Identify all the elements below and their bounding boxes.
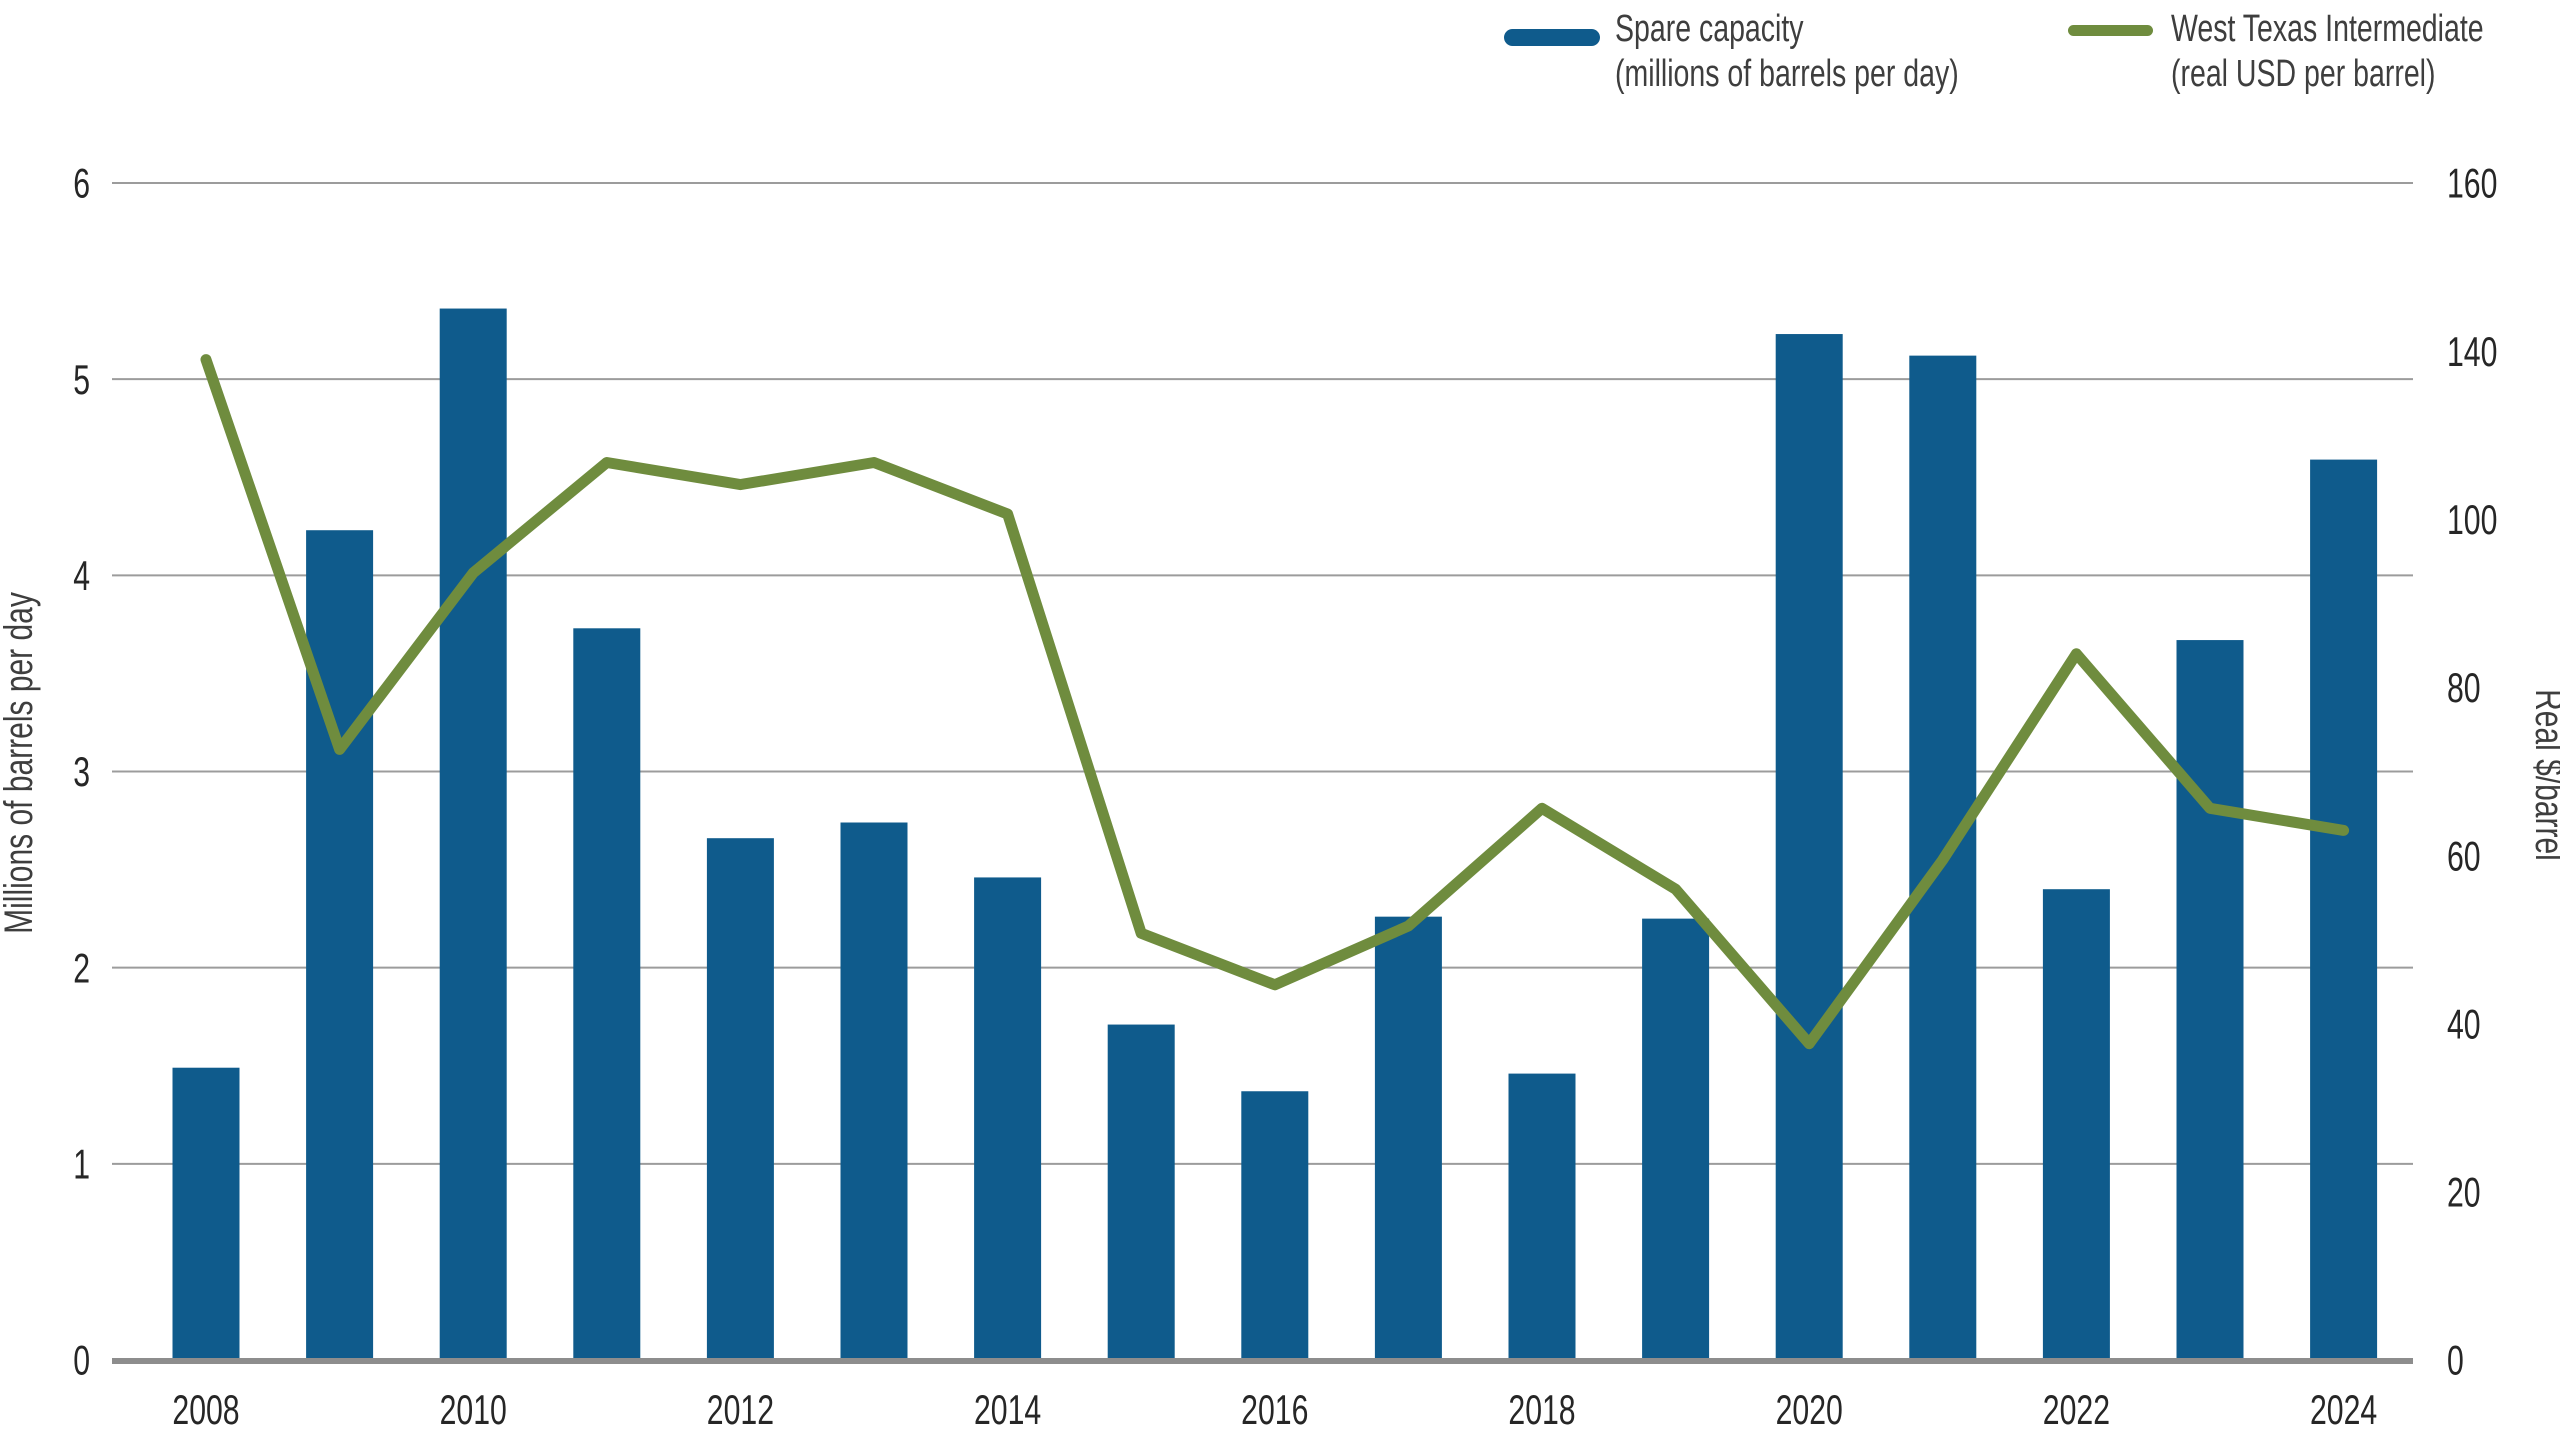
- legend: Spare capacity (millions of barrels per …: [0, 0, 2560, 110]
- x-tick-2008: 2008: [172, 1386, 239, 1433]
- bar-2013: [840, 822, 908, 1360]
- x-tick-2022: 2022: [2043, 1386, 2110, 1433]
- x-tick-2012: 2012: [707, 1386, 774, 1433]
- bar-2023: [2176, 640, 2244, 1360]
- bar-2015: [1107, 1024, 1175, 1360]
- y-left-tick-2: 2: [73, 944, 90, 991]
- bar-2011: [573, 628, 641, 1360]
- y-left-tick-1: 1: [73, 1141, 90, 1188]
- legend-spare-capacity-line1: Spare capacity: [1615, 8, 1804, 50]
- y-right-tick-20: 20: [2447, 1169, 2481, 1216]
- right-axis-title: Real $/barrel: [2527, 689, 2560, 861]
- bar-2010: [439, 308, 507, 1361]
- chart-plot-area: 0 1 2 3 4 5 6 160 140 100 80 60 40 20 0 2008 2010 2012 201…: [73, 160, 2497, 1433]
- wti-line: [200, 354, 2350, 1050]
- x-tick-2016: 2016: [1241, 1386, 1308, 1433]
- x-tick-2024: 2024: [2310, 1386, 2377, 1433]
- wti-swatch: [2068, 25, 2153, 36]
- y-left-tick-3: 3: [73, 748, 90, 795]
- x-tick-2014: 2014: [974, 1386, 1041, 1433]
- y-left-tick-4: 4: [73, 552, 90, 599]
- x-tick-2010: 2010: [440, 1386, 507, 1433]
- legend-spare-capacity-line2: (millions of barrels per day): [1615, 53, 1959, 95]
- spare-capacity-swatch: [1504, 29, 1600, 46]
- x-tick-2018: 2018: [1508, 1386, 1575, 1433]
- legend-item-wti: West Texas Intermediate (real USD per ba…: [2171, 7, 2484, 97]
- y-right-tick-160: 160: [2447, 160, 2497, 207]
- y-left-tick-6: 6: [73, 160, 90, 207]
- bar-2014: [974, 877, 1042, 1360]
- y-right-tick-60: 60: [2447, 832, 2481, 879]
- bar-2009: [306, 530, 374, 1360]
- bar-2019: [1642, 918, 1710, 1360]
- y-right-tick-100: 100: [2447, 496, 2497, 543]
- y-right-tick-80: 80: [2447, 664, 2481, 711]
- legend-item-spare-capacity: Spare capacity (millions of barrels per …: [1615, 7, 1959, 97]
- left-axis-title: Millions of barrels per day: [0, 592, 41, 934]
- legend-wti-line1: West Texas Intermediate: [2171, 8, 2484, 50]
- bar-2022: [2042, 889, 2110, 1360]
- y-right-tick-0: 0: [2447, 1337, 2464, 1384]
- y-left-tick-0: 0: [73, 1337, 90, 1384]
- bar-2017: [1374, 916, 1442, 1360]
- bar-2008: [172, 1067, 240, 1360]
- bar-2016: [1241, 1091, 1309, 1360]
- y-right-tick-40: 40: [2447, 1001, 2481, 1048]
- bar-2020: [1775, 334, 1843, 1360]
- y-left-tick-5: 5: [73, 356, 90, 403]
- bar-2012: [706, 838, 774, 1360]
- y-right-tick-140: 140: [2447, 328, 2497, 375]
- bar-2018: [1508, 1073, 1576, 1360]
- x-tick-2020: 2020: [1776, 1386, 1843, 1433]
- legend-wti-line2: (real USD per barrel): [2171, 53, 2436, 95]
- bar-2024: [2310, 459, 2378, 1361]
